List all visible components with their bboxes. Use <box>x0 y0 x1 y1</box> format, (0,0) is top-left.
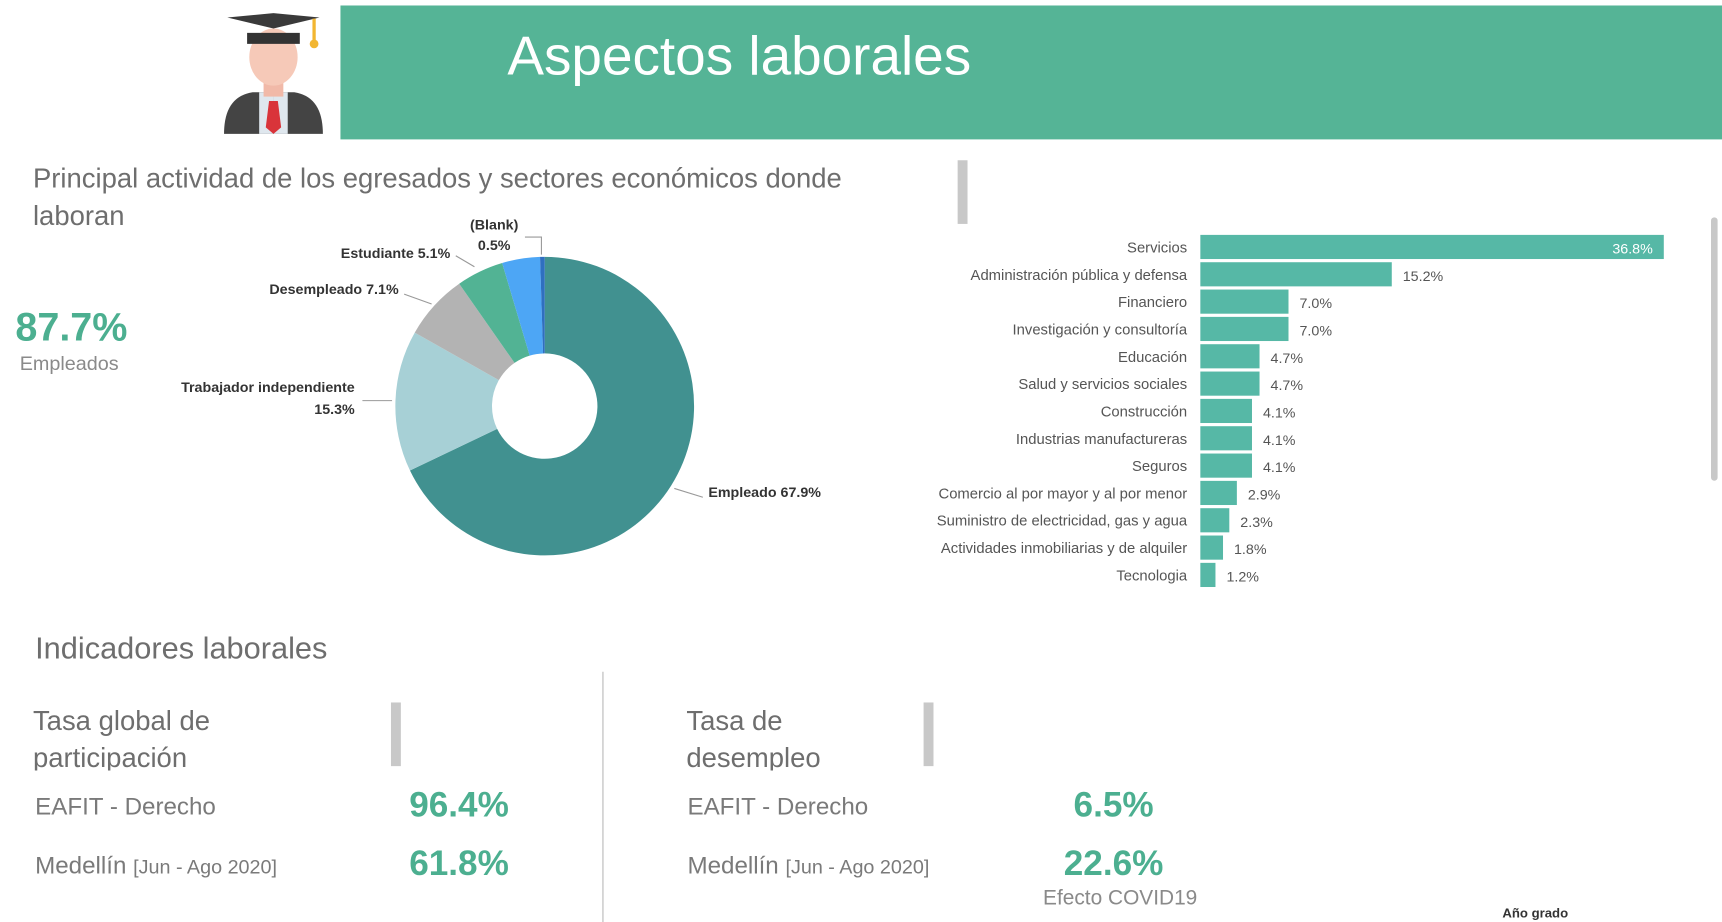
slice-value: 15.3% <box>314 402 355 418</box>
bar-category: Industrias manufactureras <box>1016 432 1187 448</box>
slice-value: 5.1% <box>418 246 451 262</box>
slice-category: (Blank) <box>470 217 519 233</box>
indicators-title: Indicadores laborales <box>35 631 327 666</box>
slice-label: Empleado 67.9% <box>708 485 821 501</box>
row-label: Medellín [Jun - Ago 2020] <box>687 853 929 880</box>
bar-value-label: 2.3% <box>1240 515 1273 531</box>
row-label-text: Medellín <box>687 853 778 880</box>
slice-value: 0.5% <box>478 238 511 254</box>
card-title: Tasa global de participación <box>33 702 253 770</box>
slice-label: Desempleado 7.1% <box>269 282 399 298</box>
bar-category: Investigación y consultoría <box>1013 322 1188 338</box>
bar <box>1200 563 1215 587</box>
card-title-box: Tasa de desempleo <box>686 702 873 770</box>
slice-category: Estudiante <box>341 246 414 262</box>
bar-value-label: 2.9% <box>1248 488 1281 504</box>
leader-line <box>674 488 703 497</box>
row-label: Medellín [Jun - Ago 2020] <box>35 853 277 880</box>
bar-value-label: 4.7% <box>1271 378 1304 394</box>
row-value: 61.8% <box>409 844 509 883</box>
section-title-box: Principal actividad de los egresados y s… <box>33 160 934 248</box>
bar-category: Suministro de electricidad, gas y agua <box>937 514 1188 530</box>
row-period: [Jun - Ago 2020] <box>785 857 929 879</box>
slice-label: Trabajador independiente 15.3% <box>181 380 355 418</box>
separator <box>958 160 968 224</box>
bar-value-label: 4.7% <box>1271 351 1304 367</box>
bar <box>1200 536 1223 560</box>
bar <box>1200 290 1288 314</box>
bar <box>1200 481 1237 505</box>
slice-label: Estudiante 5.1% <box>341 246 451 262</box>
bar-chart: Servicios 36.8% Administración pública y d… <box>937 235 1664 587</box>
slice-category: Empleado <box>708 485 776 501</box>
bar <box>1200 262 1391 286</box>
row-value: 6.5% <box>1074 786 1154 825</box>
slice-category: Trabajador independiente <box>181 380 355 396</box>
bar-category: Comercio al por mayor y al por menor <box>938 486 1187 502</box>
bar <box>1200 426 1252 450</box>
kpi-value: 87.7% <box>15 305 127 349</box>
row-label: EAFIT - Derecho <box>687 793 868 820</box>
bar-value-label: 7.0% <box>1299 324 1332 340</box>
card-title-box: Tasa global de participación <box>33 702 253 770</box>
card-title: Tasa de desempleo <box>686 702 873 770</box>
row-period: [Jun - Ago 2020] <box>133 857 277 879</box>
bar-value-label: 1.2% <box>1226 570 1259 586</box>
bar-category: Seguros <box>1132 459 1187 475</box>
donut-chart: Empleado 67.9% Trabajador independiente 15… <box>181 217 821 555</box>
footer-label[interactable]: Año grado <box>1502 906 1568 921</box>
row-note: Efecto COVID19 <box>1043 886 1197 909</box>
separator <box>391 702 401 766</box>
scrollbar[interactable] <box>1711 217 1718 480</box>
bar <box>1200 344 1259 368</box>
slice-value: 7.1% <box>366 282 399 298</box>
slice-category: Desempleado <box>269 282 362 298</box>
bar-category: Actividades inmobiliarias y de alquiler <box>941 541 1187 557</box>
page: Aspectos laborales Principal actividad d… <box>0 0 1722 922</box>
graduate-icon <box>224 13 323 134</box>
bar <box>1200 508 1229 532</box>
bar <box>1200 317 1288 341</box>
bar-category: Financiero <box>1118 295 1187 311</box>
row-value: 96.4% <box>409 786 509 825</box>
bar-value-label: 4.1% <box>1263 460 1296 476</box>
bar-category: Administración pública y defensa <box>971 268 1188 284</box>
bar-value-label: 36.8% <box>1612 242 1653 258</box>
bar-category: Servicios <box>1127 240 1187 256</box>
bar-category: Educación <box>1118 350 1187 366</box>
header-title: Aspectos laborales <box>507 25 971 87</box>
row-label-text: Medellín <box>35 853 126 880</box>
bar-category: Construcción <box>1101 404 1187 420</box>
bar <box>1200 399 1252 423</box>
bar <box>1200 372 1259 396</box>
kpi-label: Empleados <box>20 353 119 375</box>
bar-value-label: 15.2% <box>1403 269 1444 285</box>
bar <box>1200 454 1252 478</box>
separator <box>924 702 934 766</box>
dashboard: Aspectos laborales Principal actividad d… <box>0 0 1722 922</box>
row-label: EAFIT - Derecho <box>35 793 216 820</box>
bar-value-label: 7.0% <box>1299 296 1332 312</box>
row-value: 22.6% <box>1064 844 1164 883</box>
bar-value-label: 4.1% <box>1263 433 1296 449</box>
leader-line <box>404 294 431 304</box>
bar-category: Salud y servicios sociales <box>1018 377 1187 393</box>
leader-line <box>456 256 475 267</box>
slice-value: 67.9% <box>781 485 822 501</box>
bar-value-label: 1.8% <box>1234 542 1267 558</box>
bar-value-label: 4.1% <box>1263 406 1296 422</box>
bar-category: Tecnologia <box>1116 568 1188 584</box>
bar <box>1200 235 1663 259</box>
